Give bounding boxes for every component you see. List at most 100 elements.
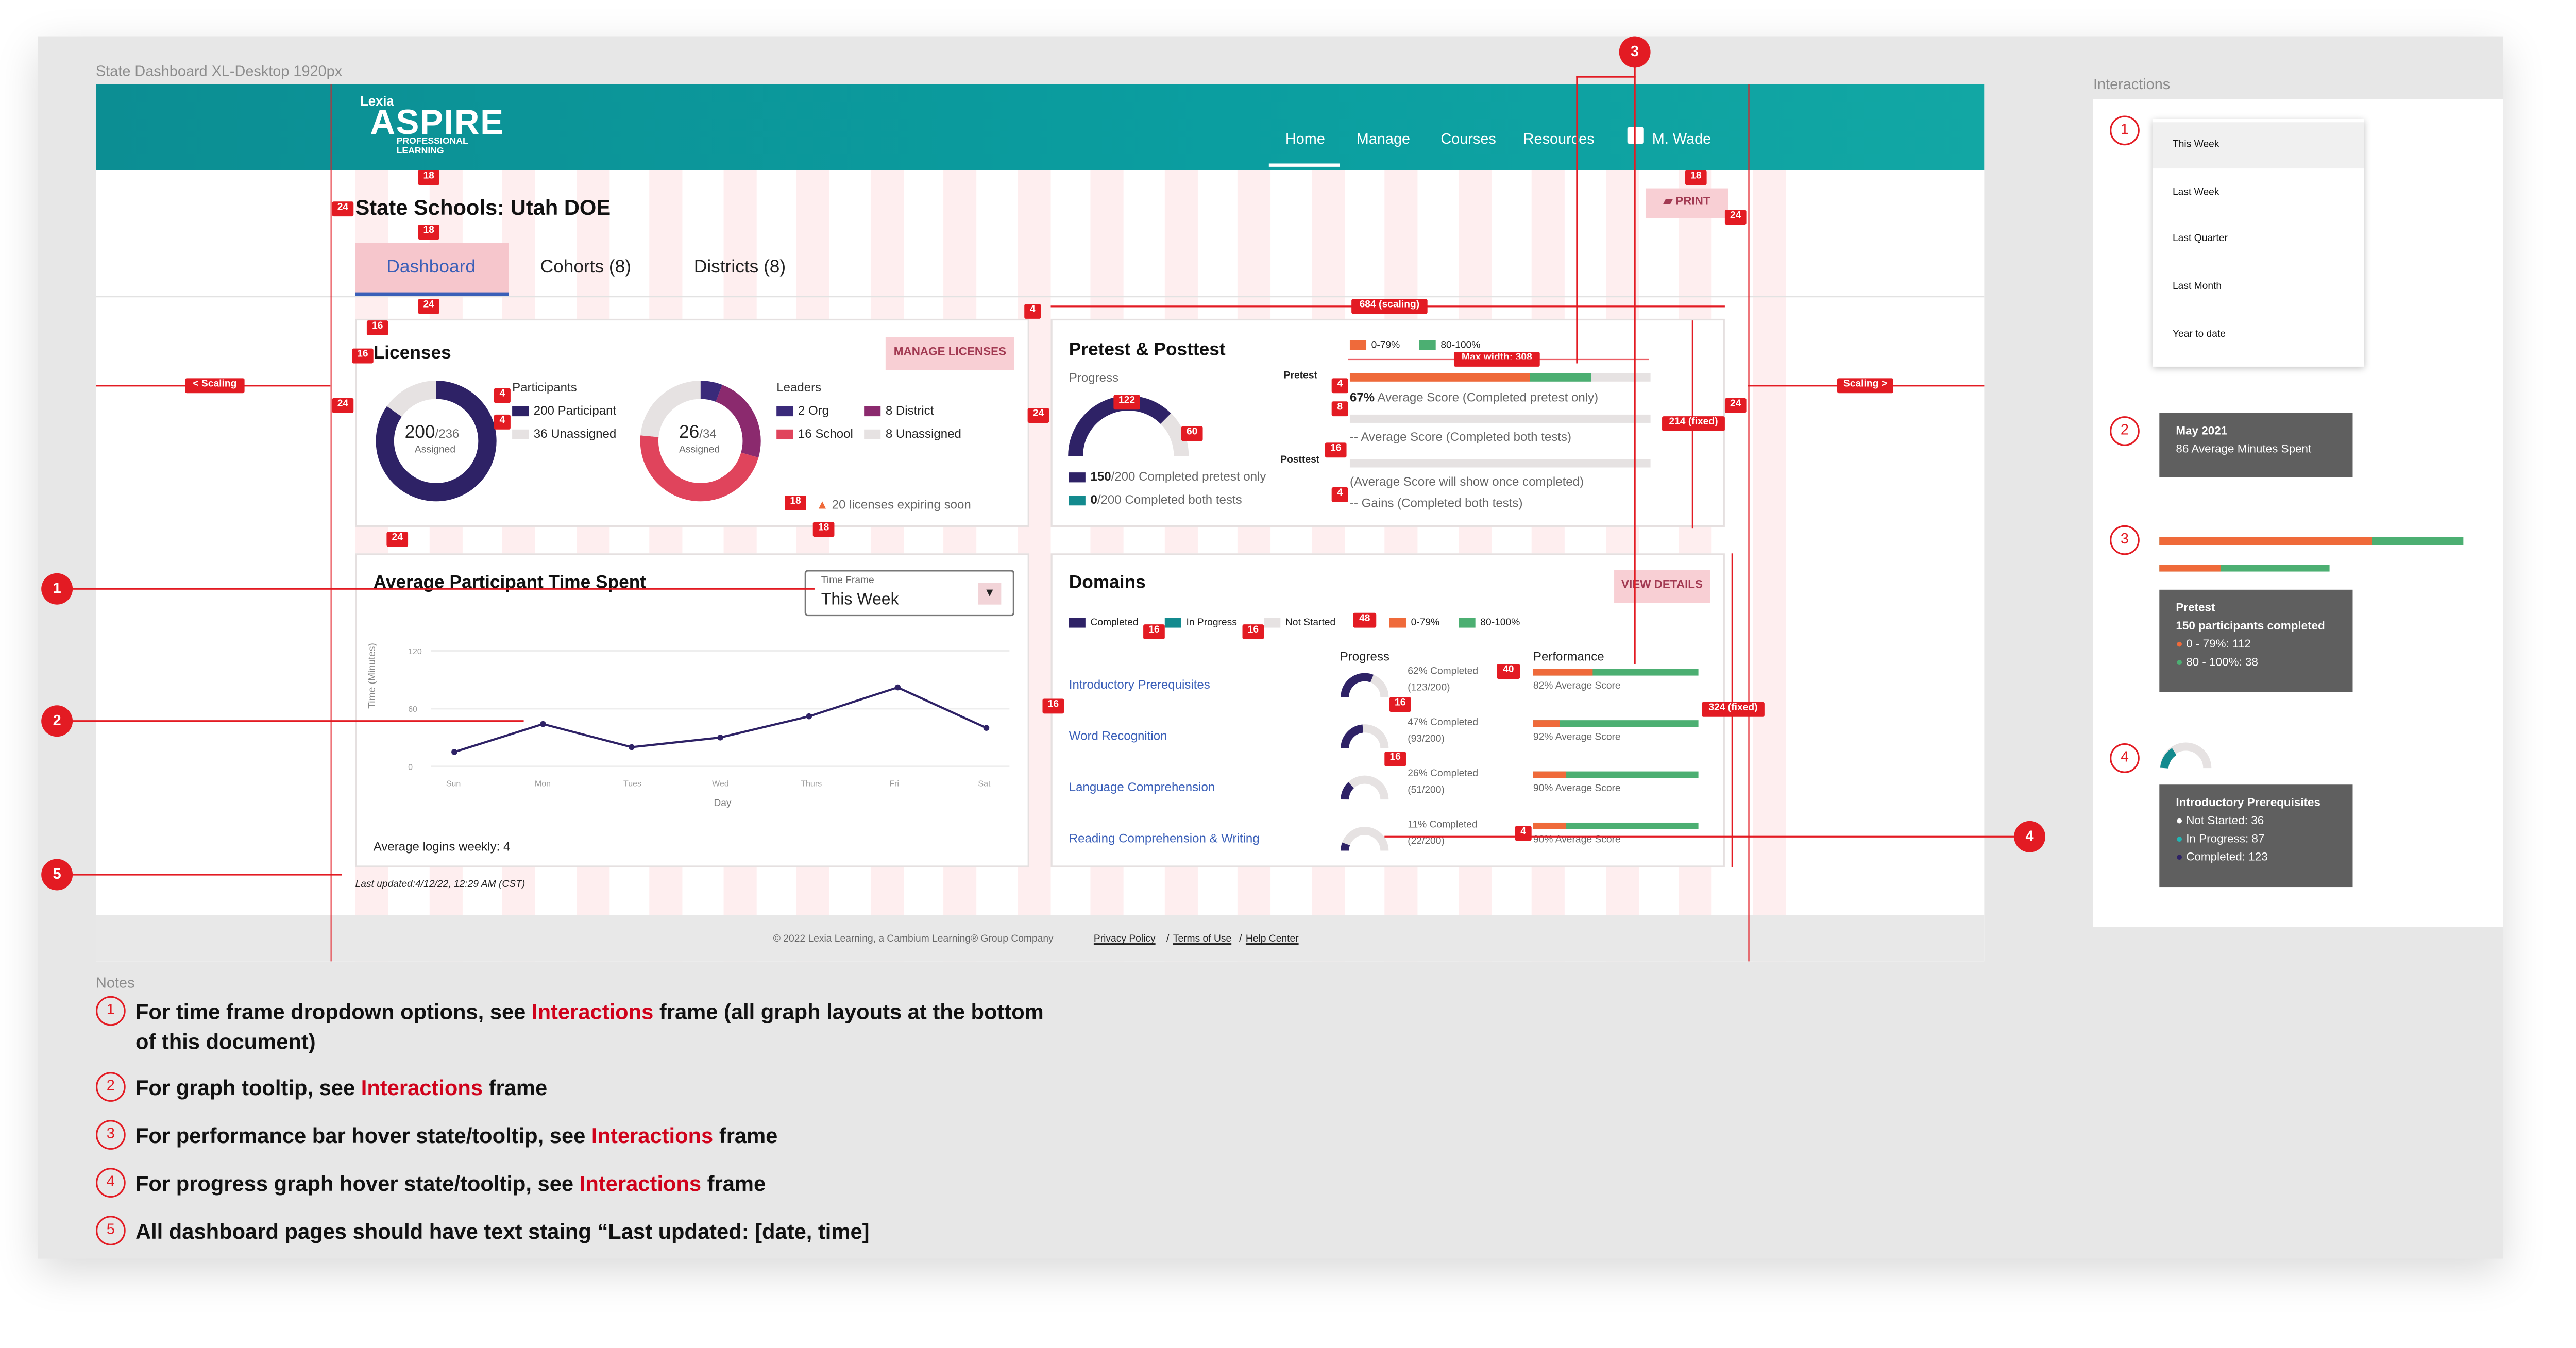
pretest-bar-high [1529,373,1590,382]
domain-progress-fill [1341,842,1350,851]
nav-home[interactable]: Home [1285,130,1325,147]
note-text: For performance bar hover state/tooltip,… [135,1123,778,1148]
domain-score: 90% Average Score [1533,835,1621,846]
x-tick-label: Sun [446,779,461,788]
domain-link[interactable]: Language Comprehension [1069,779,1215,795]
data-point-Fri[interactable] [894,684,901,691]
licenses-card: Licenses MANAGE LICENSES 200/236 Assigne… [355,318,1029,527]
domain-perf-bar[interactable] [1533,720,1699,727]
spacing-18-a: 18 [418,170,440,185]
domains-legend-low: 0-79% [1389,618,1439,628]
data-point-Sat[interactable] [983,725,990,731]
help-link[interactable]: Help Center [1245,935,1299,945]
interactions-panel: 1 This Week Last Week Last Quarter Last … [2093,99,2503,927]
y-tick-label: 120 [408,647,422,656]
licenses-title: Licenses [373,344,451,364]
nav-user[interactable]: M. Wade [1652,130,1711,147]
option-this-week[interactable]: This Week [2172,140,2219,150]
domain-progress-gauge[interactable] [1340,824,1389,854]
domain-perf-bar[interactable] [1533,669,1699,676]
tab-dashboard[interactable] [355,243,509,294]
domain-progress-gauge[interactable] [1340,773,1389,803]
y-tick-label: 60 [408,705,417,714]
perf-tooltip-line: 150 participants completed [2176,621,2325,633]
callout-line-2 [71,720,524,722]
domains-card: Domains VIEW DETAILS Completed In Progre… [1050,553,1725,867]
domain-progress-gauge[interactable] [1340,671,1389,701]
domain-perf-bar[interactable] [1533,822,1699,829]
nav-resources[interactable]: Resources [1523,130,1595,147]
tab-active-underline [355,292,509,296]
progress-tooltip-completed: ● Completed: 123 [2176,852,2268,864]
option-last-week[interactable]: Last Week [2172,188,2219,198]
data-point-Thurs[interactable] [806,713,812,720]
participants-sub: Assigned [414,446,456,456]
data-point-Tues[interactable] [629,744,635,750]
spacing-122: 122 [1113,395,1140,410]
pretest-both-bar[interactable] [1349,414,1651,423]
domain-link[interactable]: Reading Comprehension & Writing [1069,831,1260,846]
time-line-chart[interactable]: Time (Minutes) 120 60 0 Sun Mon Tues Wed Thurs Fr… [365,634,1023,829]
nav-courses[interactable]: Courses [1440,130,1496,147]
privacy-link[interactable]: Privacy Policy [1093,935,1156,945]
logo-subtitle: PROFESSIONAL LEARNING [396,137,468,157]
logo-aspire[interactable]: ASPIRE [370,104,504,142]
data-point-Sun[interactable] [451,749,457,755]
callout-line-4 [1384,835,2029,838]
tab-districts[interactable]: Districts (8) [693,258,786,278]
leaders-segment-1 [640,381,761,502]
domain-progress-gauge[interactable] [1340,722,1389,752]
tab-cohorts[interactable]: Cohorts (8) [540,258,632,278]
spacing-4-c: 4 [494,414,511,430]
tooltip-minutes: 86 Average Minutes Spent [2176,444,2312,456]
perf-bar-hover[interactable] [2159,537,2464,545]
callout-line-3a [1576,76,1636,78]
warning-icon: ▲ [816,497,832,513]
posttest-bar[interactable] [1349,459,1651,468]
legend-org: 2 Org [776,403,829,418]
spacing-18-c: 18 [1685,170,1707,185]
legend-leader-unassigned: 8 Unassigned [864,426,961,441]
time-frame-dropdown[interactable]: Time Frame This Week ▼ [804,570,1014,617]
chevron-down-icon[interactable]: ▼ [978,583,1002,605]
graph-tooltip: May 2021 86 Average Minutes Spent [2159,413,2353,477]
perf-tooltip-high: ● 80 - 100%: 38 [2176,657,2258,669]
spacing-48: 48 [1353,612,1377,628]
print-button[interactable]: ▰ PRINT [1645,188,1728,218]
progress-tooltip-notstarted: ● Not Started: 36 [2176,816,2264,828]
option-last-quarter[interactable]: Last Quarter [2172,234,2228,245]
option-year-to-date[interactable]: Year to date [2172,330,2226,340]
spacing-16-d: 16 [1143,624,1165,640]
notes-heading: Notes [95,975,135,992]
domain-link[interactable]: Word Recognition [1069,728,1167,744]
participants-value: 200/236 [404,422,460,443]
note-text: All dashboard pages should have text sta… [135,1219,870,1244]
view-details-button[interactable]: VIEW DETAILS [1614,570,1710,603]
pretest-progress-label: Progress [1069,370,1119,385]
spacing-24-a: 24 [332,201,354,217]
data-point-Mon[interactable] [540,721,546,727]
option-last-month[interactable]: Last Month [2172,282,2222,293]
domain-link[interactable]: Introductory Prerequisites [1069,677,1210,692]
manage-licenses-button[interactable]: MANAGE LICENSES [885,337,1014,370]
x-tick-label: Wed [712,779,729,788]
domain-progress-fill [1341,724,1364,749]
performance-tooltip: Pretest 150 participants completed ● 0 -… [2159,589,2353,692]
expiring-notice[interactable]: ▲ 20 licenses expiring soon [816,497,971,513]
pretest-perf-bar[interactable] [1349,373,1651,382]
user-icon[interactable] [1627,127,1644,144]
leaders-segment-3 [640,381,761,502]
spacing-4-a: 4 [1024,304,1041,319]
domain-score: 90% Average Score [1533,784,1621,795]
note-number: 3 [95,1120,126,1150]
spacing-8: 8 [1331,401,1348,417]
domain-perf-bar[interactable] [1533,771,1699,778]
x-tick-label: Thurs [801,779,822,788]
progress-tooltip: Introductory Prerequisites ● Not Started… [2159,784,2353,888]
terms-link[interactable]: Terms of Use [1173,935,1232,945]
nav-manage[interactable]: Manage [1356,130,1411,147]
data-point-Wed[interactable] [717,735,723,741]
progress-gauge-hover[interactable] [2159,742,2212,772]
domain-count: (22/200) [1408,837,1445,848]
perf-tooltip-title: Pretest [2176,603,2215,615]
